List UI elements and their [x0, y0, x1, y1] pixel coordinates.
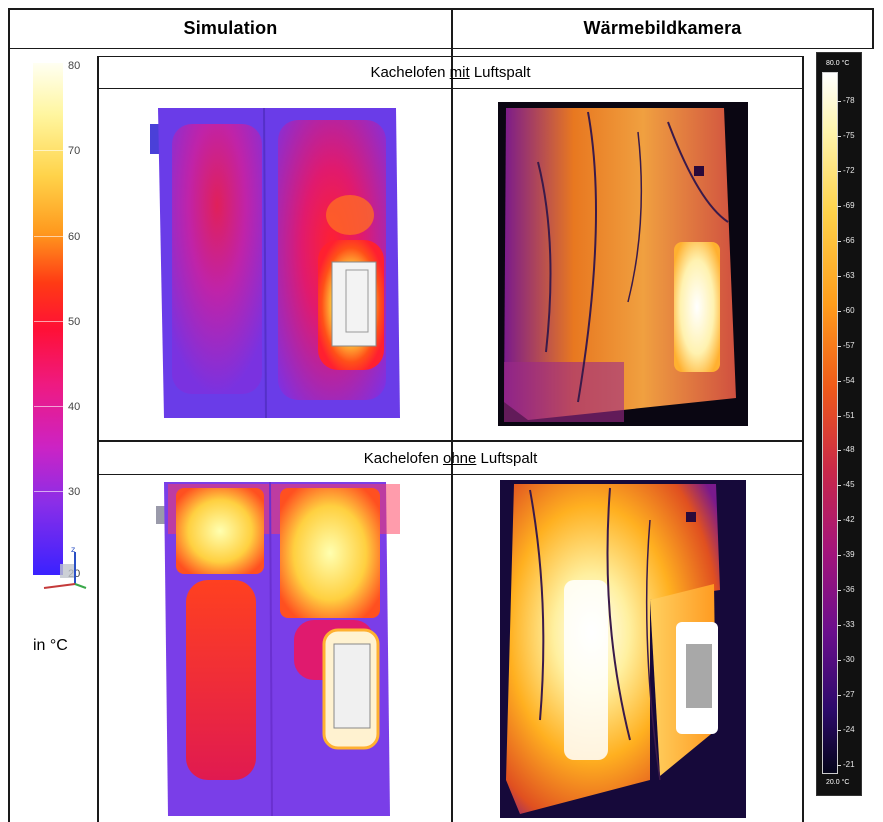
camera-tick-mark: [837, 135, 841, 137]
sim-tick-label: 80: [68, 60, 81, 72]
camera-colorbar: [822, 72, 838, 774]
camera-scale-max: 80.0 °C: [826, 60, 850, 67]
column-divider-left: [97, 56, 99, 822]
camera-scale-min: 20.0 °C: [826, 779, 850, 786]
camera-tick-label: -27: [843, 690, 855, 700]
row-title-with-gap: Kachelofen mit Luftspalt: [99, 58, 802, 86]
camera-tick-label: -33: [843, 620, 855, 630]
camera-tick-mark: [837, 205, 841, 207]
camera-tick-label: -51: [843, 410, 855, 420]
row-title-suffix: Luftspalt: [469, 63, 531, 81]
sim-tick-mark: [34, 321, 64, 322]
camera-tick-mark: [837, 101, 841, 102]
row-line-3: [97, 440, 804, 442]
camera-tick-mark: [837, 485, 841, 487]
camera-tick-label: -72: [843, 165, 855, 175]
camera-tick-mark: [837, 660, 841, 662]
camera-tick-label: -69: [843, 200, 855, 210]
camera-tick-mark: [837, 170, 841, 172]
sim-tick-label: 50: [68, 316, 81, 328]
header-simulation: Simulation: [183, 17, 278, 38]
row-line-1: [97, 56, 804, 57]
sim-tick-mark: [34, 406, 64, 407]
sim-tick-mark: [34, 491, 64, 492]
camera-tick-label: -54: [843, 375, 855, 385]
row-title-prefix: Kachelofen: [363, 449, 443, 467]
camera-tick-label: -45: [843, 480, 855, 490]
camera-tick-label: -75: [843, 130, 855, 140]
camera-image-with-gap: [498, 102, 748, 426]
camera-tick-mark: [837, 380, 841, 382]
sim-tick-label: 60: [68, 231, 81, 243]
camera-tick-label: -78: [843, 96, 855, 105]
camera-tick-mark: [837, 240, 841, 242]
row-title-keyword: mit: [449, 63, 470, 81]
camera-tick-label: -30: [843, 655, 855, 665]
camera-tick-label: -36: [843, 585, 855, 595]
table-border-right: [872, 8, 874, 48]
column-divider-right: [802, 56, 804, 822]
simulation-image-with-gap: [150, 107, 400, 419]
row-title-keyword: ohne: [442, 449, 477, 467]
axis-triad-icon: z: [43, 545, 87, 589]
row-title-suffix: Luftspalt: [476, 449, 538, 467]
camera-tick-mark: [837, 415, 841, 417]
header-divider: [8, 48, 874, 49]
camera-tick-label: -63: [843, 270, 855, 280]
camera-tick-mark: [837, 520, 841, 522]
camera-tick-mark: [837, 695, 841, 697]
sim-tick-mark: [34, 150, 64, 151]
svg-text:z: z: [71, 545, 75, 554]
camera-tick-label: -60: [843, 305, 855, 315]
sim-unit-label: in °C: [33, 637, 68, 654]
simulation-image-without-gap: [156, 481, 400, 817]
camera-image-without-gap: [500, 480, 746, 818]
row-line-2: [97, 88, 804, 89]
camera-tick-mark: [837, 590, 841, 592]
camera-tick-mark: [837, 450, 841, 452]
table-border-top: [8, 8, 874, 10]
camera-tick-mark: [837, 275, 841, 277]
camera-tick-mark: [837, 765, 841, 766]
camera-tick-label: -21: [843, 760, 855, 769]
camera-tick-mark: [837, 555, 841, 557]
camera-tick-label: -48: [843, 445, 855, 455]
camera-tick-mark: [837, 730, 841, 732]
camera-tick-label: -24: [843, 725, 855, 735]
row-line-4: [97, 474, 804, 475]
sim-tick-mark: [34, 236, 64, 237]
simulation-colorbar: [33, 63, 63, 575]
sim-tick-label: 70: [68, 145, 81, 157]
row-title-prefix: Kachelofen: [370, 63, 450, 81]
camera-tick-label: -42: [843, 515, 855, 525]
camera-tick-label: -57: [843, 340, 855, 350]
camera-tick-mark: [837, 310, 841, 312]
header-camera: Wärmebildkamera: [583, 17, 742, 38]
camera-tick-label: -66: [843, 235, 855, 245]
camera-tick-mark: [837, 625, 841, 627]
row-title-without-gap: Kachelofen ohne Luftspalt: [99, 444, 802, 472]
table-border-left: [8, 8, 10, 822]
column-divider-center: [451, 8, 453, 822]
sim-tick-label: 40: [68, 401, 81, 413]
sim-tick-label: 30: [68, 486, 81, 498]
camera-tick-mark: [837, 345, 841, 347]
camera-tick-label: -39: [843, 550, 855, 560]
